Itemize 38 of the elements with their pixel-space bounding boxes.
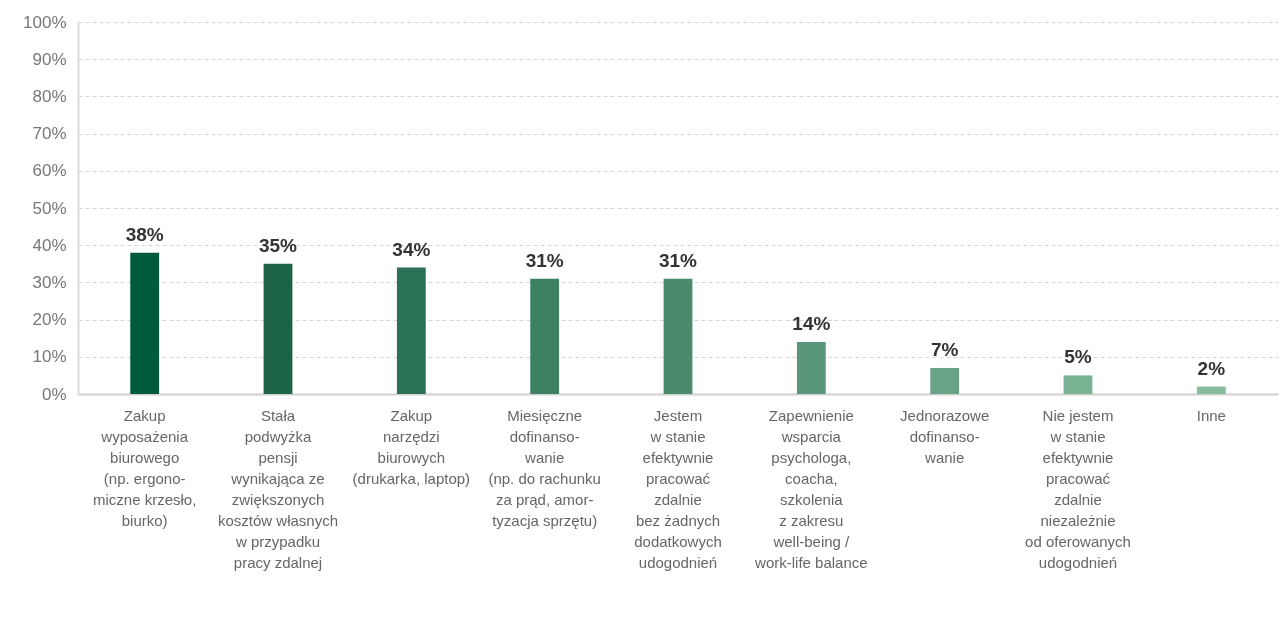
y-tick-label: 10% bbox=[32, 347, 67, 367]
y-tick-label: 80% bbox=[32, 86, 67, 106]
y-tick-label: 40% bbox=[32, 235, 67, 255]
bar bbox=[1196, 386, 1226, 394]
bar bbox=[263, 263, 293, 394]
x-tick-label: Jednorazowe dofinanso- wanie bbox=[900, 406, 990, 466]
y-tick-label: 20% bbox=[32, 310, 67, 330]
x-tick-label: Miesięczne dofinanso- wanie (np. do rachunku za prąd, amor- tyzacja sprzętu) bbox=[488, 406, 601, 529]
y-tick-label: 30% bbox=[32, 272, 67, 292]
bar bbox=[796, 341, 826, 394]
data-label: 31% bbox=[525, 249, 564, 271]
y-tick-label: 90% bbox=[32, 49, 67, 69]
data-label: 14% bbox=[792, 312, 831, 334]
data-label: 2% bbox=[1197, 357, 1226, 379]
x-tick-label: Zapewnienie wsparcia psychologa, coacha, szkolenia z zakresu well-being / work-life balance bbox=[754, 406, 868, 571]
y-tick-label: 0% bbox=[41, 384, 67, 404]
x-tick-label: Nie jestem w stanie efektywnie pracować zdalnie niezależnie od oferowanych udogodnień bbox=[1025, 406, 1131, 571]
data-label: 35% bbox=[258, 234, 298, 256]
y-tick-label: 60% bbox=[32, 161, 67, 181]
data-label: 38% bbox=[125, 223, 164, 245]
bar bbox=[130, 252, 160, 394]
data-label: 34% bbox=[392, 238, 431, 260]
x-tick-label: Stała podwyżka pensji wynikająca ze zwiększonych kosztów własnych w przypadku pracy zdalnej bbox=[217, 406, 339, 571]
data-label: 31% bbox=[658, 249, 698, 271]
bar bbox=[396, 267, 426, 394]
x-tick-label: Inne bbox=[1196, 406, 1226, 424]
x-tick-label: Jestem w stanie efektywnie pracować zdalnie bez żadnych dodatkowych udogodnień bbox=[634, 406, 722, 571]
y-tick-label: 70% bbox=[32, 124, 67, 144]
data-label: 5% bbox=[1064, 346, 1092, 368]
bar bbox=[930, 367, 960, 394]
data-label: 7% bbox=[930, 338, 959, 360]
x-tick-label: Zakup wyposażenia biurowego (np. ergono- miczne krzesło, biurko) bbox=[92, 406, 197, 529]
x-tick-label: Zakup narzędzi biurowych (drukarka, laptop) bbox=[352, 406, 471, 487]
bar bbox=[1063, 375, 1093, 394]
bar bbox=[530, 278, 560, 394]
y-tick-label: 100% bbox=[23, 12, 67, 32]
y-tick-label: 50% bbox=[32, 198, 67, 218]
bar bbox=[663, 278, 693, 394]
